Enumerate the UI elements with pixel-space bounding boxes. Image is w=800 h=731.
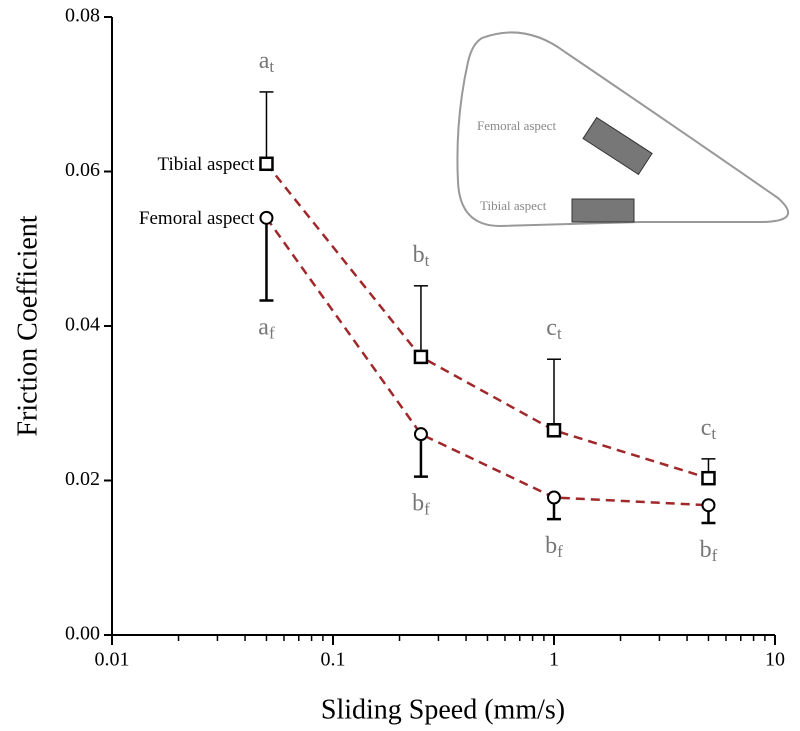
significance-subscript: f: [557, 542, 563, 561]
significance-subscript: f: [424, 500, 430, 519]
marker: [701, 498, 716, 513]
significance-letter: b: [545, 533, 557, 559]
inset-diagram: Femoral aspect Tibial aspect: [456, 31, 789, 228]
inset-outline: [456, 31, 789, 228]
significance-label: bt: [413, 241, 430, 269]
series-line: [265, 217, 709, 507]
marker: [547, 490, 561, 505]
significance-letter: a: [259, 47, 270, 73]
error-bar: [547, 358, 561, 431]
y-tick-label: 0.00: [65, 623, 100, 645]
significance-subscript: t: [711, 424, 716, 443]
series-label: Femoral aspect: [139, 208, 255, 229]
marker: [701, 470, 716, 486]
x-tick-label: 0.01: [95, 649, 130, 671]
significance-subscript: t: [557, 324, 562, 343]
significance-label: af: [258, 314, 275, 342]
marker: [546, 423, 562, 438]
error-bar: [413, 285, 428, 357]
significance-letter: b: [412, 490, 424, 516]
y-tick-label: 0.04: [65, 314, 100, 336]
y-tick-label: 0.02: [65, 468, 100, 490]
significance-label: ct: [701, 414, 717, 442]
y-axis-title: Friction Coefficient: [12, 215, 43, 436]
error-bar: [413, 434, 428, 478]
marker: [413, 349, 429, 365]
significance-subscript: t: [269, 57, 274, 76]
significance-label: bf: [545, 533, 563, 561]
y-tick-label: 0.06: [65, 159, 100, 181]
significance-label: at: [259, 47, 275, 75]
x-tick-label: 10: [765, 649, 785, 671]
significance-label: ct: [546, 315, 562, 343]
significance-letter: c: [701, 414, 712, 440]
marker: [413, 427, 428, 442]
significance-letter: a: [258, 314, 269, 340]
y-tick-label: 0.08: [65, 5, 100, 27]
marker: [259, 210, 274, 225]
significance-subscript: t: [425, 251, 430, 270]
inset-label: Femoral aspect: [477, 118, 556, 133]
x-tick-label: 1: [549, 649, 559, 671]
error-bar: [259, 217, 274, 302]
significance-letter: b: [413, 241, 425, 267]
significance-subscript: f: [712, 546, 718, 565]
significance-subscript: f: [269, 323, 275, 342]
inset-femoral-block: [582, 116, 653, 176]
error-bar: [259, 91, 274, 164]
marker: [259, 156, 274, 172]
x-axis-title: Sliding Speed (mm/s): [321, 694, 565, 725]
significance-label: bf: [700, 536, 718, 564]
series-label: Tibial aspect: [158, 154, 256, 175]
inset-tibial-block: [571, 198, 635, 223]
inset-label: Tibial aspect: [480, 198, 547, 213]
significance-letter: c: [546, 315, 557, 341]
series-line: [265, 162, 709, 480]
significance-label: bf: [412, 490, 430, 518]
x-tick-label: 0.1: [321, 649, 346, 671]
significance-letter: b: [700, 536, 712, 562]
